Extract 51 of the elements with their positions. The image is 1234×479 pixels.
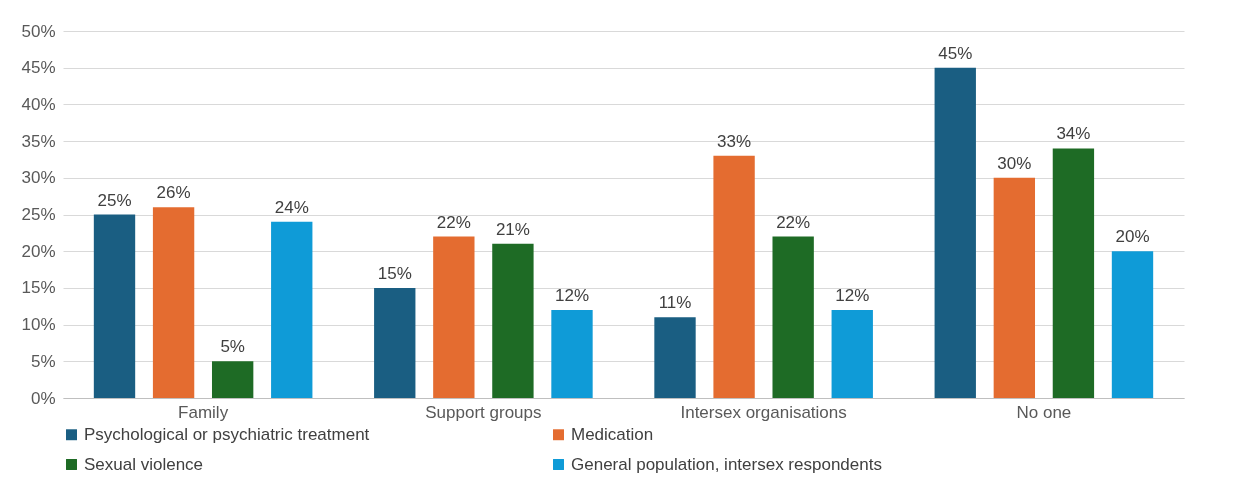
bar [934,67,976,398]
bar [551,309,593,398]
y-tick-label: 0% [30,388,56,408]
y-tick-label: 40% [21,94,56,114]
y-tick-label: 50% [21,21,56,41]
data-label: 5% [220,337,245,357]
y-tick-label: 45% [21,58,56,78]
data-label: 25% [97,190,132,210]
bar [1052,148,1095,398]
y-tick-label: 20% [21,241,56,261]
data-label: 26% [156,183,191,203]
y-tick-label: 15% [21,278,56,298]
bar [713,155,755,398]
y-tick-label: 10% [21,315,56,335]
legend-label: Psychological or psychiatric treatment [84,424,370,444]
bar [772,236,814,398]
data-label: 12% [835,285,870,305]
y-tick-label: 30% [21,168,56,188]
data-label: 34% [1056,124,1091,144]
bar [152,207,195,398]
data-label: 20% [1115,227,1150,247]
data-label: 30% [997,153,1032,173]
bar [1111,251,1154,398]
bar [654,317,696,398]
bar [492,243,534,398]
data-label: 12% [554,285,590,305]
x-tick-label: Family [178,402,229,422]
bar [433,236,475,398]
legend-label: Sexual violence [84,454,204,474]
bar [93,214,136,398]
bar [211,361,254,398]
x-tick-label: No one [1016,402,1072,422]
x-tick-label: Intersex organisations [680,402,847,422]
data-label: 21% [495,219,530,239]
y-tick-label: 35% [21,131,56,151]
data-label: 22% [436,212,471,232]
legend-label: General population, intersex respondents [571,454,882,474]
legend-label: Medication [571,424,654,444]
y-tick-label: 5% [30,351,56,371]
data-label: 15% [377,263,412,283]
y-tick-label: 25% [21,205,56,224]
bar [831,309,873,398]
data-label: 24% [274,197,309,217]
bar [271,221,313,398]
bar [374,287,416,398]
x-tick-label: Support groups [425,402,542,422]
data-label: 22% [776,212,811,232]
data-label: 45% [938,43,973,63]
data-label: 11% [658,293,692,313]
bar [993,177,1036,398]
data-label: 33% [717,131,752,151]
